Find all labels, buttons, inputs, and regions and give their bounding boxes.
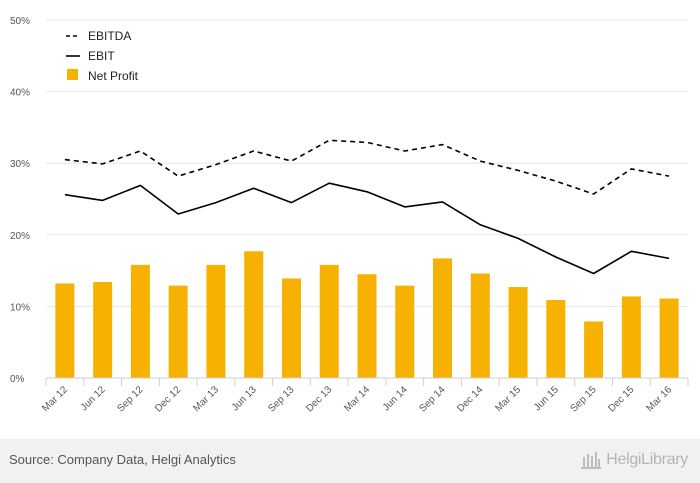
net-profit-bar — [319, 264, 339, 378]
x-tick-label: Jun 15 — [532, 384, 561, 413]
net-profit-bar — [55, 283, 75, 378]
x-tick-label: Dec 13 — [304, 384, 334, 414]
x-tick-label: Sep 12 — [115, 384, 145, 414]
x-tick-label: Mar 12 — [40, 384, 70, 414]
brand-name: HelgiLibrary — [606, 451, 688, 468]
x-tick-label: Mar 13 — [191, 384, 221, 414]
line-series — [64, 139, 670, 275]
x-axis — [45, 377, 689, 386]
legend-item-ebit: EBIT — [66, 49, 115, 63]
x-tick-label: Dec 14 — [455, 384, 485, 414]
legend-item-ebitda: EBITDA — [66, 29, 131, 43]
net-profit-bar — [584, 321, 604, 378]
x-axis-ticks: Mar 12 Jun 12 Sep 12 Dec 12 Mar 13 Jun 13 Sep … — [40, 384, 674, 415]
line-ebitda — [64, 139, 670, 195]
line-ebit — [64, 182, 670, 275]
net-profit-bar — [206, 264, 226, 378]
legend-swatch-net-profit — [67, 69, 78, 80]
net-profit-bar — [244, 251, 264, 378]
x-tick-label: Dec 12 — [153, 384, 183, 414]
y-tick-label: 40% — [10, 88, 30, 99]
grid-lines — [46, 19, 688, 307]
net-profit-bar — [508, 287, 528, 378]
y-tick-label: 0% — [10, 374, 25, 385]
legend-label-ebit: EBIT — [88, 49, 115, 63]
net-profit-bar — [281, 278, 301, 378]
net-profit-bar — [93, 282, 113, 378]
x-tick-label: Sep 15 — [569, 384, 599, 414]
net-profit-bar — [395, 285, 415, 378]
net-profit-bar — [621, 296, 641, 378]
net-profit-bars — [55, 251, 679, 378]
net-profit-bar — [130, 264, 150, 378]
net-profit-bar — [546, 299, 566, 378]
x-tick-label: Dec 15 — [606, 384, 636, 414]
y-tick-label: 10% — [10, 302, 30, 313]
y-tick-label: 20% — [10, 231, 30, 242]
x-tick-label: Mar 14 — [342, 384, 372, 414]
x-tick-label: Sep 14 — [417, 384, 447, 414]
x-tick-label: Jun 13 — [230, 384, 259, 413]
y-tick-label: 50% — [10, 16, 30, 27]
library-icon — [581, 452, 602, 469]
y-tick-label: 30% — [10, 159, 30, 170]
y-axis-ticks: 0% 10% 20% 30% 40% 50% — [10, 16, 30, 385]
x-tick-label: Mar 15 — [493, 384, 523, 414]
net-profit-bar — [659, 298, 679, 378]
net-profit-bar — [433, 258, 453, 378]
legend-label-ebitda: EBITDA — [88, 29, 131, 43]
brand-logo: HelgiLibrary — [580, 449, 688, 471]
x-tick-label: Mar 16 — [644, 384, 674, 414]
chart: 0% 10% 20% 30% 40% 50% Mar 12 Jun 12 Sep 12 Dec … — [10, 16, 689, 415]
x-tick-label: Sep 13 — [266, 384, 296, 414]
legend-label-net-profit: Net Profit — [88, 69, 139, 83]
x-tick-label: Jun 12 — [79, 384, 108, 413]
x-tick-label: Jun 14 — [381, 384, 410, 413]
net-profit-bar — [470, 273, 490, 378]
source-note: Source: Company Data, Helgi Analytics — [9, 452, 236, 467]
legend-item-net-profit: Net Profit — [67, 69, 139, 83]
legend: EBITDA EBIT Net Profit — [66, 29, 139, 83]
net-profit-bar — [357, 274, 377, 378]
net-profit-bar — [168, 285, 188, 378]
